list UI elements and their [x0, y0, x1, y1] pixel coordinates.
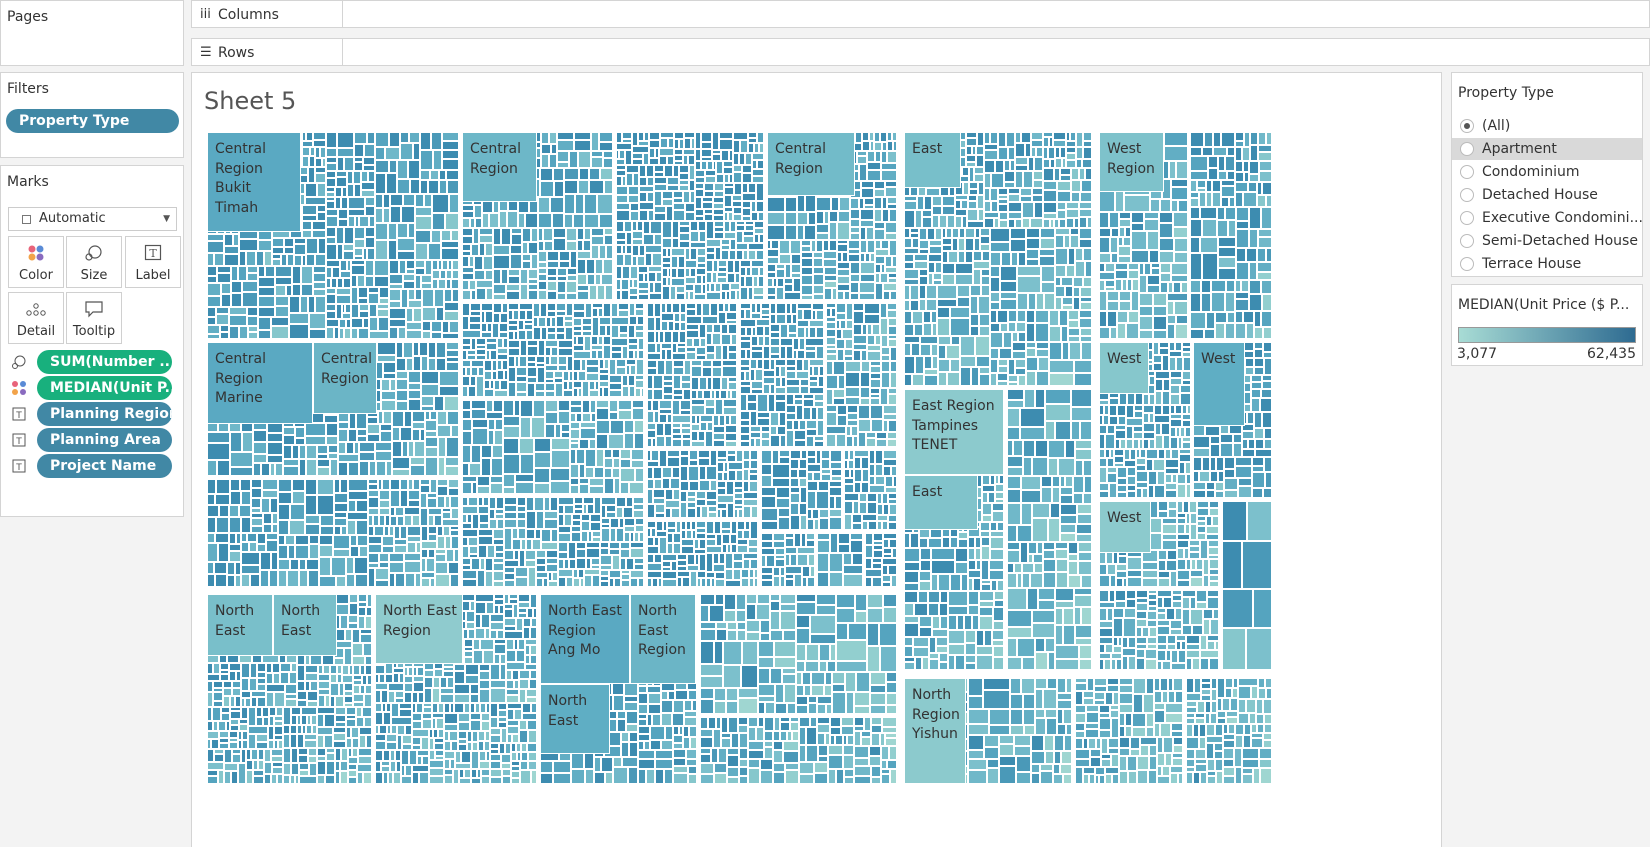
rows-icon: ☰	[200, 45, 212, 60]
label-icon: T	[144, 244, 162, 261]
rows-shelf[interactable]: ☰ Rows	[191, 38, 1650, 66]
filter-pill-property-type[interactable]: Property Type	[6, 109, 179, 133]
marks-panel: Marks Automatic ▼ Color Size T Label Det…	[0, 165, 184, 517]
rows-label: Rows	[218, 45, 255, 61]
label-encoding-icon: T	[11, 432, 27, 448]
columns-shelf[interactable]: iii Columns	[191, 0, 1650, 28]
label-encoding-icon: T	[11, 458, 27, 474]
color-encoding-icon	[11, 380, 27, 396]
field-pill-planning-region[interactable]: Planning Region	[37, 402, 172, 426]
sheet-title: Sheet 5	[204, 87, 297, 115]
size-encoding-icon	[11, 354, 27, 370]
filters-title: Filters	[7, 81, 49, 97]
field-pill-project-name[interactable]: Project Name	[37, 454, 172, 478]
detail-icon	[26, 303, 46, 316]
pages-title: Pages	[7, 9, 49, 25]
size-card[interactable]: Size	[66, 236, 122, 288]
field-pill-planning-area[interactable]: Planning Area	[37, 428, 172, 452]
field-pill-median-unit-price[interactable]: MEDIAN(Unit P..	[37, 376, 172, 400]
mark-type-value: Automatic	[39, 211, 106, 226]
chevron-down-icon: ▼	[163, 214, 170, 224]
mark-type-square-icon	[22, 215, 31, 224]
columns-icon: iii	[200, 7, 211, 22]
detail-card[interactable]: Detail	[8, 292, 64, 344]
tooltip-icon	[85, 301, 103, 318]
tooltip-card[interactable]: Tooltip	[66, 292, 122, 344]
size-icon	[85, 245, 102, 261]
label-card[interactable]: T Label	[125, 236, 181, 288]
label-encoding-icon: T	[11, 406, 27, 422]
filters-panel: Filters Property Type	[0, 72, 184, 158]
sheet-view: Sheet 5	[191, 72, 1442, 847]
columns-label: Columns	[218, 7, 279, 23]
mark-type-select[interactable]: Automatic ▼	[8, 207, 177, 231]
color-card[interactable]: Color	[8, 236, 64, 288]
color-icon	[28, 245, 44, 261]
pages-panel[interactable]: Pages	[0, 0, 184, 66]
marks-title: Marks	[7, 174, 49, 190]
field-pill-sum-number[interactable]: SUM(Number ..	[37, 350, 172, 374]
